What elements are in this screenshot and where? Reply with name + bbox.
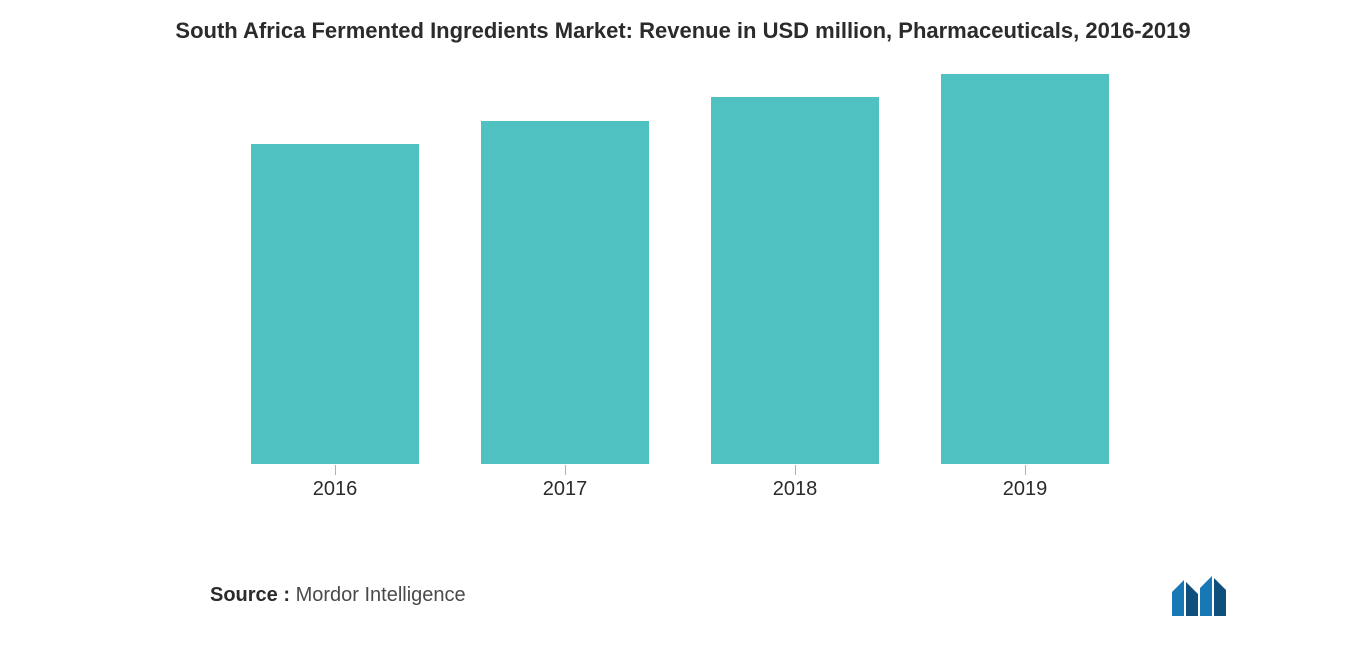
x-tick bbox=[1025, 465, 1026, 475]
x-label: 2018 bbox=[773, 478, 818, 501]
x-label: 2019 bbox=[1003, 478, 1048, 501]
x-tick bbox=[565, 465, 566, 475]
x-tick bbox=[795, 465, 796, 475]
source-label: Source : bbox=[210, 584, 290, 606]
bar-2016 bbox=[251, 144, 419, 464]
plot-area bbox=[220, 75, 1140, 465]
source-line: Source : Mordor Intelligence bbox=[210, 584, 466, 607]
bar-2019 bbox=[941, 74, 1109, 464]
chart-container: South Africa Fermented Ingredients Marke… bbox=[0, 0, 1366, 655]
source-value: Mordor Intelligence bbox=[290, 584, 466, 606]
chart-title: South Africa Fermented Ingredients Marke… bbox=[0, 18, 1366, 44]
mordor-intelligence-logo-icon bbox=[1172, 576, 1236, 616]
bar-2017 bbox=[481, 121, 649, 464]
bar-2018 bbox=[711, 97, 879, 464]
x-tick bbox=[335, 465, 336, 475]
x-label: 2017 bbox=[543, 478, 588, 501]
x-label: 2016 bbox=[313, 478, 358, 501]
